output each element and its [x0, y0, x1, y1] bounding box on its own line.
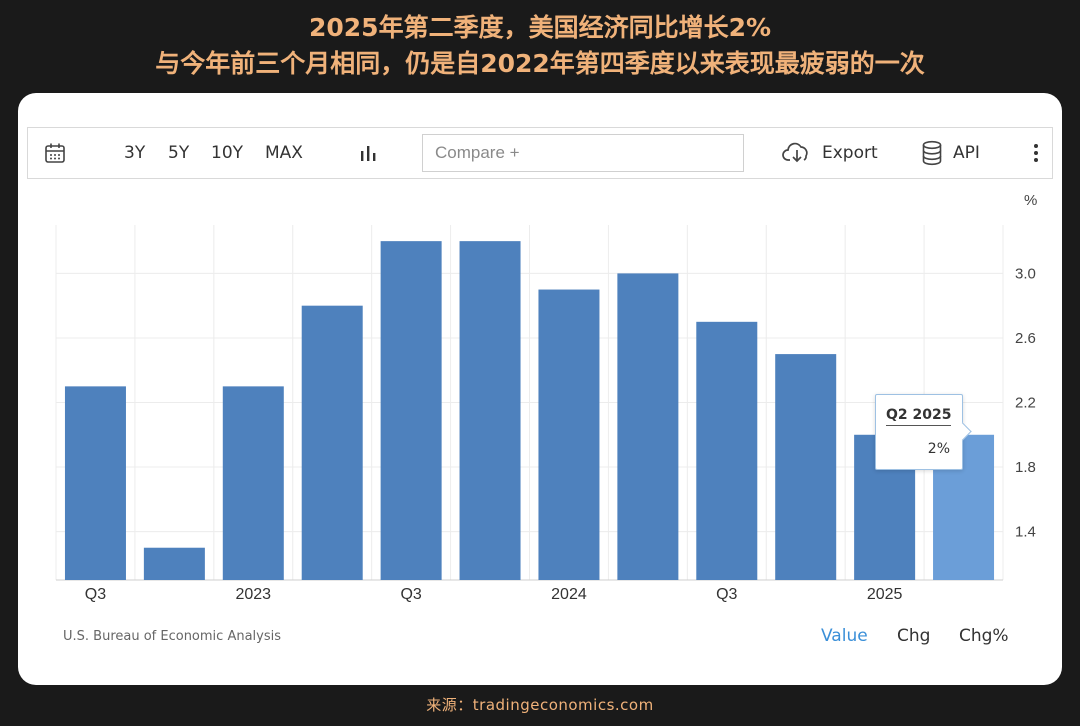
y-tick-label: 3.0 — [1015, 265, 1036, 282]
bar — [538, 289, 600, 580]
range-3y-button[interactable]: 3Y — [124, 143, 146, 163]
x-tick-label: Q3 — [400, 586, 421, 603]
tab-chg[interactable]: Chg — [897, 626, 931, 646]
tab-chg-percent[interactable]: Chg% — [959, 626, 1009, 646]
calendar-icon[interactable] — [44, 142, 66, 164]
source-line: 来源：tradingeconomics.com — [426, 696, 654, 714]
gdp-bar-chart: 1.4 1.8 2.2 2.6 3.0% Q3 2023 Q3 2024 Q3 2025 — [55, 192, 1037, 603]
bar — [143, 547, 205, 580]
bar — [64, 386, 126, 580]
range-5y-button[interactable]: 5Y — [168, 143, 190, 163]
bar — [775, 354, 837, 580]
more-vertical-icon[interactable] — [1032, 142, 1040, 164]
bar — [301, 305, 363, 580]
bar — [696, 321, 758, 580]
x-tick-label: Q3 — [716, 586, 737, 603]
chart-toolbar: 3Y 5Y 10Y MAX Export API — [27, 127, 1053, 179]
x-tick-label: 2025 — [867, 586, 903, 603]
y-tick-label: 1.8 — [1015, 459, 1036, 476]
y-tick-label: 1.4 — [1015, 524, 1036, 541]
cloud-download-icon[interactable] — [782, 140, 812, 166]
bar — [380, 241, 442, 581]
bar-chart-icon[interactable] — [359, 143, 379, 163]
source-credit: U.S. Bureau of Economic Analysis — [63, 629, 282, 644]
database-icon[interactable] — [921, 140, 943, 166]
api-button[interactable]: API — [953, 143, 980, 163]
range-10y-button[interactable]: 10Y — [211, 143, 244, 163]
export-button[interactable]: Export — [822, 143, 878, 163]
x-tick-label: 2024 — [551, 586, 587, 603]
tooltip-title: Q2 2025 — [886, 407, 952, 426]
tooltip-value: 2% — [927, 441, 950, 457]
chart-card: 3Y 5Y 10Y MAX Export API 1.4 1.8 2.2 2.6 3.0… — [18, 93, 1062, 685]
tab-value[interactable]: Value — [821, 626, 868, 646]
y-tick-label: 2.6 — [1015, 330, 1036, 347]
y-unit-label: % — [1024, 192, 1037, 209]
compare-input[interactable] — [422, 134, 744, 172]
bar — [222, 386, 284, 580]
y-tick-label: 2.2 — [1015, 395, 1036, 412]
headline-line-2: 与今年前三个月相同，仍是自2022年第四季度以来表现最疲弱的一次 — [155, 49, 925, 78]
tooltip: Q2 2025 2% — [875, 394, 963, 470]
x-tick-label: 2023 — [235, 586, 271, 603]
x-tick-label: Q3 — [85, 586, 106, 603]
bar — [617, 273, 679, 580]
range-max-button[interactable]: MAX — [265, 143, 303, 163]
headline-line-1: 2025年第二季度，美国经济同比增长2% — [308, 13, 772, 42]
bar — [459, 241, 521, 581]
headline: 2025年第二季度，美国经济同比增长2% 与今年前三个月相同，仍是自2022年第… — [0, 10, 1080, 82]
